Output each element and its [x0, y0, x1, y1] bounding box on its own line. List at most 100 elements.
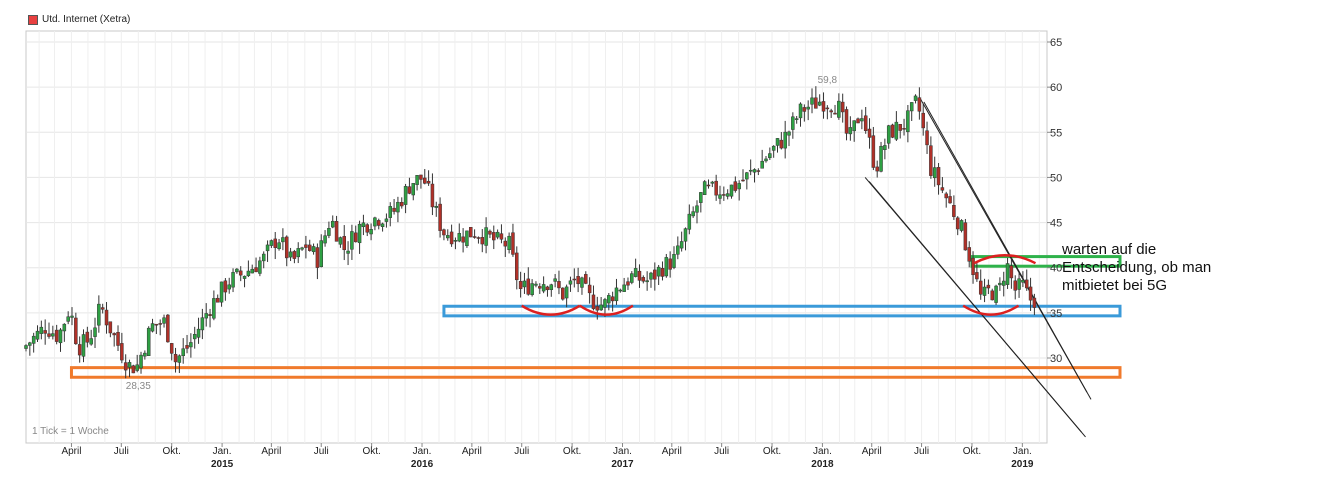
candle-body [714, 180, 718, 196]
candle-body [595, 306, 600, 311]
candle-body [787, 131, 791, 136]
candle-body [687, 213, 692, 230]
candle-body [806, 106, 810, 110]
candle-body [361, 222, 366, 228]
y-tick-label: 50 [1050, 172, 1062, 184]
candle-body [710, 181, 715, 184]
candle-body [649, 272, 653, 280]
candle-body [886, 125, 891, 144]
candle-body [426, 180, 431, 184]
candle-body [469, 227, 473, 238]
candle-body [292, 251, 297, 259]
candle-body [944, 193, 948, 199]
candle-body [557, 281, 561, 289]
x-tick-label: Okt. [163, 446, 181, 457]
candle-body [906, 110, 910, 133]
candle-body [212, 298, 216, 319]
candle-body [43, 330, 47, 334]
candle-body [771, 145, 776, 151]
candle-body [722, 194, 726, 196]
candle-body [599, 304, 603, 311]
x-tick-label: Okt. [963, 446, 981, 457]
candle-body [837, 100, 841, 118]
pattern-arc [579, 304, 634, 316]
x-tick-label: Okt. [362, 446, 380, 457]
candle-body [1013, 280, 1017, 291]
x-tick-label: Juli [114, 446, 129, 457]
candles [24, 86, 1037, 379]
candle-body [62, 323, 67, 332]
candle-body [676, 245, 680, 255]
candle-body [534, 283, 538, 286]
candle-body [108, 321, 113, 334]
x-year-label: 2018 [811, 459, 834, 470]
candle-body [200, 317, 205, 331]
candle-body [860, 118, 864, 122]
candle-body [338, 237, 343, 245]
candle-body [330, 220, 335, 228]
y-axis: 65 60 55 50 45 40 35 30 [1047, 37, 1062, 365]
candle-body [526, 278, 531, 295]
candle-body [975, 272, 979, 280]
candle-body [863, 115, 868, 132]
candle-body [273, 238, 277, 248]
candle-body [576, 276, 580, 285]
x-tick-label: Jan. [413, 446, 432, 457]
channel-line [868, 181, 1086, 438]
candle-body [1024, 279, 1029, 289]
candle-body [518, 281, 523, 289]
candle-body [913, 95, 918, 101]
candle-body [89, 338, 93, 345]
candle-body [990, 290, 994, 301]
candle-body [39, 326, 44, 334]
candle-body [261, 253, 266, 262]
candle-body [346, 250, 350, 254]
candle-body [798, 103, 803, 119]
candle-body [407, 186, 412, 194]
candle-body [123, 362, 128, 371]
candle-body [307, 244, 312, 251]
candle-body [959, 220, 964, 231]
candle-body [304, 244, 308, 248]
x-tick-label: April [462, 446, 482, 457]
candle-body [852, 120, 856, 132]
candle-body [246, 270, 251, 277]
x-tick-label: Juli [514, 446, 529, 457]
candle-body [653, 269, 657, 280]
price-zone [442, 304, 1122, 318]
candle-body [70, 315, 74, 318]
candle-body [434, 205, 439, 208]
candle-body [614, 287, 619, 302]
candle-body [499, 233, 504, 240]
candle-body [350, 231, 354, 250]
x-tick-label: Jan. [813, 446, 832, 457]
candle-body [231, 272, 235, 288]
candle-body [879, 145, 883, 172]
candle-body [353, 232, 358, 243]
candle-body [779, 139, 784, 149]
candle-body [706, 184, 711, 187]
candle-body [541, 284, 546, 292]
candle-body [484, 227, 488, 246]
candle-body [683, 228, 688, 242]
candle-body [143, 352, 147, 357]
candle-body [645, 280, 649, 283]
candle-body [867, 128, 872, 138]
candle-body [1009, 265, 1014, 279]
candle-body [967, 247, 971, 262]
candle-body [971, 257, 975, 276]
candle-body [100, 307, 105, 310]
candle-body [932, 167, 937, 179]
candle-body [925, 130, 929, 146]
candle-body [760, 160, 764, 169]
candle-body [875, 166, 879, 172]
candle-body [277, 242, 281, 250]
candle-body [215, 297, 220, 303]
candle-body [794, 118, 799, 120]
candle-body [890, 124, 895, 138]
candle-body [948, 196, 952, 204]
candle-body [169, 343, 174, 354]
candle-body [135, 364, 139, 371]
candle-body [637, 270, 642, 281]
